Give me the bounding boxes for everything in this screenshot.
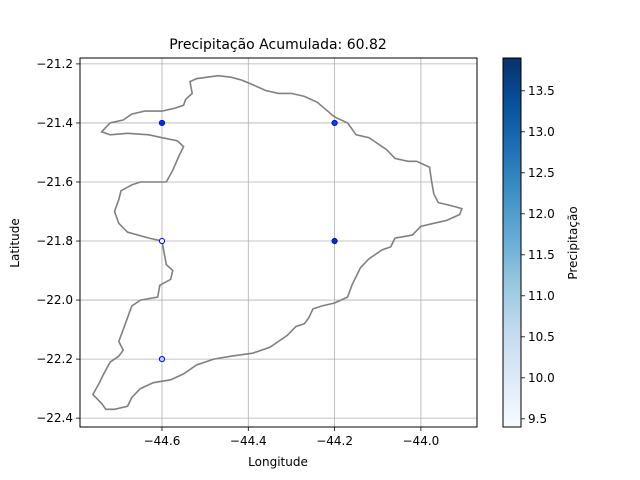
y-tick-label: −21.2 bbox=[36, 57, 73, 71]
colorbar-tick-label: 13.0 bbox=[528, 125, 555, 139]
y-tick-label: −21.4 bbox=[36, 116, 73, 130]
chart-title: Precipitação Acumulada: 60.82 bbox=[169, 37, 387, 53]
colorbar-tick-label: 12.5 bbox=[528, 166, 555, 180]
colorbar-tick-label: 10.0 bbox=[528, 371, 555, 385]
x-tick-label: −44.4 bbox=[230, 434, 267, 448]
x-tick-label: −44.6 bbox=[144, 434, 181, 448]
y-tick-label: −22.4 bbox=[36, 411, 73, 425]
station-point bbox=[331, 119, 338, 127]
colorbar-tick-label: 10.5 bbox=[528, 330, 555, 344]
y-tick-label: −21.8 bbox=[36, 234, 73, 248]
station-point bbox=[331, 237, 338, 245]
y-tick-label: −22.2 bbox=[36, 352, 73, 366]
station-point bbox=[158, 356, 166, 363]
x-tick-label: −44.0 bbox=[403, 434, 440, 448]
x-axis-ticks: −44.6 −44.4 −44.2 −44.0 bbox=[144, 427, 440, 448]
plot-area: −44.6 −44.4 −44.2 −44.0 −21.2−21.4−21.6−21.… bbox=[36, 57, 478, 448]
colorbar-tick-label: 11.5 bbox=[528, 248, 555, 262]
y-tick-label: −22.0 bbox=[36, 293, 73, 307]
region-boundary bbox=[91, 74, 463, 411]
station-points bbox=[158, 119, 338, 363]
y-tick-label: −21.6 bbox=[36, 175, 73, 189]
colorbar-tick-label: 11.0 bbox=[528, 289, 555, 303]
colorbar-tick-label: 13.5 bbox=[528, 84, 555, 98]
plot-frame bbox=[79, 57, 478, 428]
colorbar-gradient bbox=[502, 57, 522, 428]
x-axis-label: Longitude bbox=[248, 455, 308, 469]
y-axis-label: Latitude bbox=[8, 218, 22, 267]
y-axis-ticks: −21.2 −21.4 −21.6 −21.8 −22.0 −22.2 −22.4 bbox=[36, 57, 80, 425]
gridlines bbox=[80, 58, 477, 427]
station-point bbox=[158, 119, 166, 127]
colorbar-ticks: 9.5 10.0 10.5 11.0 11.5 12.0 12.5 13.0 13.5 bbox=[521, 84, 555, 426]
colorbar-tick-label: 12.0 bbox=[528, 207, 555, 221]
x-tick-label: −44.2 bbox=[316, 434, 353, 448]
colorbar-tick-label: 9.5 bbox=[528, 412, 547, 426]
colorbar-label: Precipitação bbox=[566, 206, 580, 279]
colorbar: 9.5 10.0 10.5 11.0 11.5 12.0 12.5 13.0 13.5 Prec… bbox=[502, 57, 580, 428]
station-point bbox=[158, 237, 166, 245]
